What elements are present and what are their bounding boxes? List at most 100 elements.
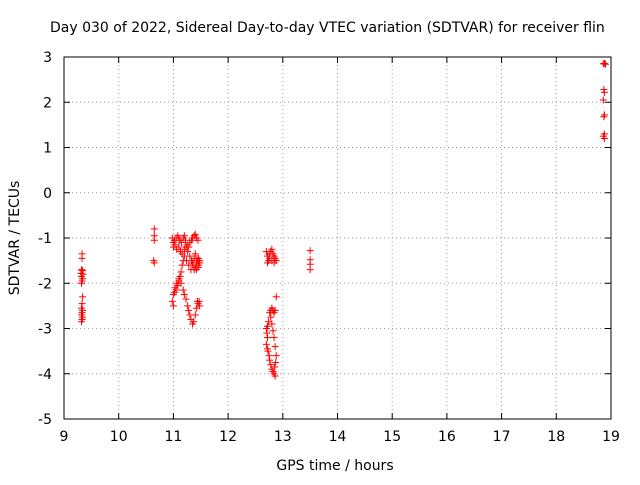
data-point <box>79 293 87 301</box>
data-point <box>171 241 179 249</box>
x-tick-label: 13 <box>274 429 292 445</box>
data-point <box>271 372 279 380</box>
x-tick-label: 14 <box>329 429 347 445</box>
data-point <box>264 347 272 355</box>
data-point <box>271 363 279 371</box>
data-point <box>180 252 188 260</box>
data-point <box>187 266 195 274</box>
data-point <box>272 358 280 366</box>
data-point <box>272 352 280 360</box>
data-point <box>196 257 204 265</box>
data-point <box>180 232 188 240</box>
axis-ticks <box>63 56 612 420</box>
data-point <box>266 356 274 364</box>
data-point <box>191 250 199 258</box>
data-point <box>269 327 277 335</box>
data-point <box>195 261 203 269</box>
data-point <box>185 261 193 269</box>
data-point <box>600 134 608 142</box>
data-point <box>263 322 271 330</box>
data-point <box>78 279 86 287</box>
data-point <box>263 329 271 337</box>
y-tick-label: -4 <box>38 367 52 383</box>
data-point <box>171 284 179 292</box>
y-tick-label: 1 <box>43 141 52 157</box>
data-point <box>184 302 192 310</box>
data-point <box>185 306 193 314</box>
data-point <box>189 259 197 267</box>
data-point <box>190 318 198 326</box>
data-point <box>265 352 273 360</box>
data-point <box>191 311 199 319</box>
data-point <box>78 266 86 274</box>
data-point <box>181 236 189 244</box>
data-point <box>150 259 158 267</box>
data-point <box>168 297 176 305</box>
y-tick-label: 2 <box>43 95 52 111</box>
data-point <box>600 113 608 121</box>
data-point <box>600 88 608 96</box>
data-point <box>182 295 190 303</box>
data-point <box>270 334 278 342</box>
y-tick-label: -3 <box>38 322 52 338</box>
data-point <box>196 302 204 310</box>
data-point <box>78 318 86 326</box>
data-point <box>600 59 608 67</box>
x-tick-label: 15 <box>383 429 401 445</box>
data-point <box>183 257 191 265</box>
data-point <box>178 239 186 247</box>
data-point <box>182 243 190 251</box>
data-point <box>267 361 275 369</box>
chart-title: Day 030 of 2022, Sidereal Day-to-day VTE… <box>50 20 605 36</box>
data-point <box>600 111 608 119</box>
y-tick-label: 3 <box>43 50 52 66</box>
data-point <box>175 243 183 251</box>
data-point <box>180 291 188 299</box>
data-point <box>169 291 177 299</box>
data-point <box>179 286 187 294</box>
x-tick-label: 11 <box>164 429 182 445</box>
data-point <box>268 245 276 253</box>
x-tick-label: 17 <box>493 429 511 445</box>
data-point <box>262 340 270 348</box>
data-point <box>270 259 278 267</box>
data-point <box>184 248 192 256</box>
data-point <box>599 96 607 104</box>
data-point <box>191 230 199 238</box>
x-tick-label: 19 <box>602 429 620 445</box>
y-axis-label: SDTVAR / TECUs <box>7 181 23 296</box>
y-tick-label: -5 <box>38 412 52 428</box>
y-tick-label: -2 <box>38 276 52 292</box>
y-tick-label: 0 <box>43 186 52 202</box>
data-point <box>175 275 183 283</box>
data-point <box>271 306 279 314</box>
x-axis-label: GPS time / hours <box>276 458 393 474</box>
data-point <box>178 261 186 269</box>
data-point <box>263 334 271 342</box>
data-point <box>271 343 279 351</box>
data-point <box>306 247 314 255</box>
x-tick-label: 18 <box>547 429 565 445</box>
data-point <box>194 236 202 244</box>
data-point <box>193 297 201 305</box>
data-points <box>77 59 610 380</box>
x-tick-label: 10 <box>110 429 128 445</box>
data-point <box>78 254 86 262</box>
data-point <box>177 279 185 287</box>
data-point <box>272 293 280 301</box>
x-tick-label: 16 <box>438 429 456 445</box>
x-tick-label: 12 <box>219 429 237 445</box>
data-point <box>177 268 185 276</box>
data-point <box>150 225 158 233</box>
data-point <box>265 318 273 326</box>
y-tick-label: -1 <box>38 231 52 247</box>
x-tick-label: 9 <box>60 429 69 445</box>
data-point <box>263 259 271 267</box>
data-point <box>169 302 177 310</box>
data-point <box>78 300 86 308</box>
data-point <box>267 313 275 321</box>
